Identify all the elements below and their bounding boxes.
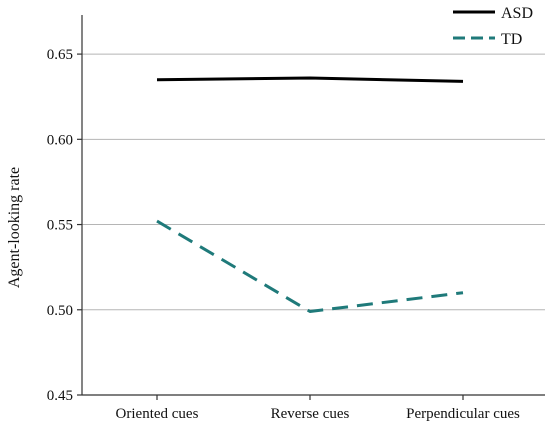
x-tick-label: Reverse cues bbox=[271, 406, 350, 422]
x-tick-label: Perpendicular cues bbox=[406, 406, 520, 422]
y-tick-label: 0.65 bbox=[47, 47, 73, 63]
y-axis-ticks: 0.45 0.50 0.55 0.60 0.65 bbox=[47, 47, 82, 404]
x-axis-ticks: Oriented cues Reverse cues Perpendicular c… bbox=[116, 395, 520, 422]
series-line-asd bbox=[156, 76, 464, 83]
legend: ASD TD bbox=[453, 5, 533, 48]
y-axis-title: Agent-looking rate bbox=[6, 167, 23, 288]
legend-label-td: TD bbox=[501, 31, 522, 48]
legend-label-asd: ASD bbox=[501, 5, 533, 22]
grid-lines bbox=[82, 53, 545, 311]
y-tick-label: 0.45 bbox=[47, 388, 73, 404]
series-line-td bbox=[156, 219, 464, 313]
y-tick-label: 0.55 bbox=[47, 218, 73, 234]
x-tick-label: Oriented cues bbox=[116, 406, 199, 422]
y-tick-label: 0.60 bbox=[47, 132, 73, 148]
y-tick-label: 0.50 bbox=[47, 303, 73, 319]
series-lines bbox=[156, 76, 464, 313]
